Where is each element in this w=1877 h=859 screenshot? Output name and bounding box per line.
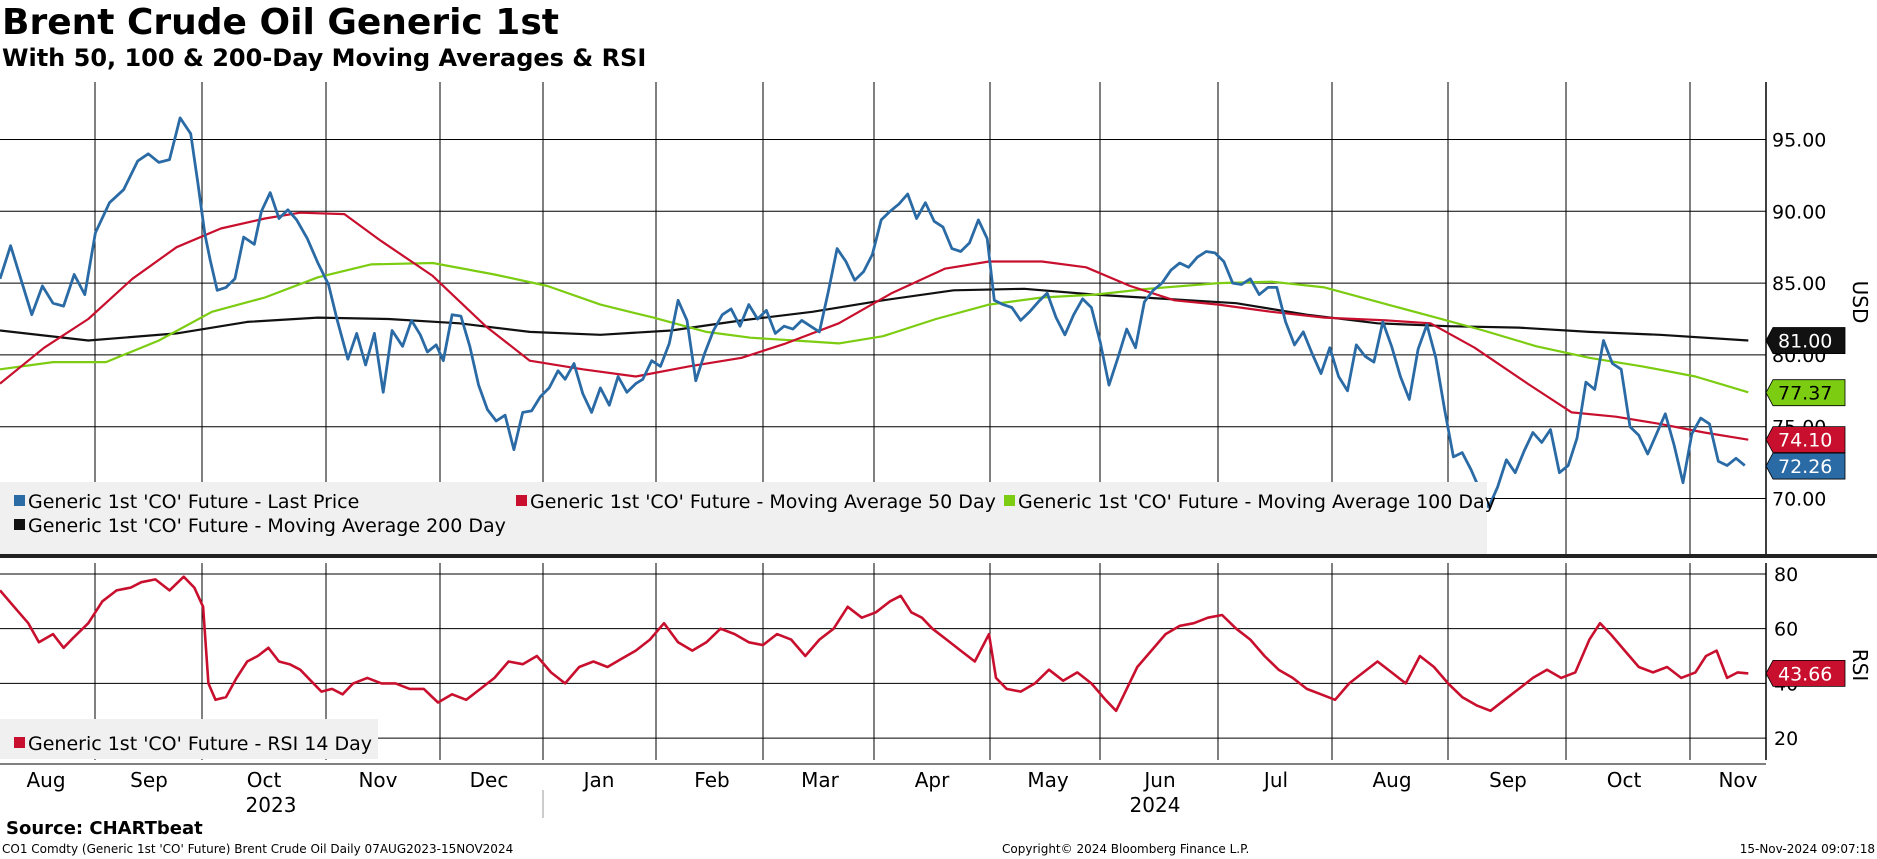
- ticker-line: CO1 Comdty (Generic 1st 'CO' Future) Bre…: [2, 842, 514, 856]
- chart-title: Brent Crude Oil Generic 1st: [2, 2, 559, 43]
- last-price-value-tag-shape: [1765, 452, 1846, 480]
- rsi-y-tick-label: 20: [1774, 728, 1798, 750]
- legend-swatch: [1004, 495, 1015, 506]
- ma100-value-tag-shape: [1765, 379, 1846, 407]
- month-tick-label: Jun: [1142, 768, 1175, 792]
- month-tick-label: Sep: [1489, 768, 1527, 792]
- last-price-line: [0, 116, 1746, 509]
- month-tick-label: Aug: [1372, 768, 1411, 792]
- month-tick-label: Jan: [582, 768, 615, 792]
- ma200-value-tag: 81.00: [1765, 327, 1846, 354]
- month-tick-label: Feb: [694, 768, 729, 792]
- month-tick-label: Nov: [358, 768, 397, 792]
- series-group: [0, 116, 1749, 713]
- ma50-value-tag-text: 74.10: [1778, 430, 1832, 452]
- month-tick-label: Jul: [1262, 768, 1288, 792]
- month-tick-label: Oct: [1607, 768, 1642, 792]
- tick-labels: 70.0075.0080.0085.0090.0095.0020406080Au…: [26, 129, 1872, 817]
- month-tick-label: Sep: [130, 768, 168, 792]
- rsi-legend: Generic 1st 'CO' Future - RSI 14 Day: [0, 719, 378, 759]
- ma100-value-tag: 77.37: [1765, 379, 1846, 407]
- ma50-value-tag: 74.10: [1765, 426, 1846, 454]
- rsi-value-tag-shape: [1765, 659, 1846, 687]
- ma50-value-tag-shape: [1765, 426, 1846, 454]
- price-y-tick-label: 90.00: [1772, 201, 1826, 223]
- grid-lines: [0, 82, 1877, 818]
- copyright-notice: Copyright© 2024 Bloomberg Finance L.P.: [1002, 842, 1250, 856]
- last-price-value-tag-text: 72.26: [1778, 456, 1832, 478]
- last-price-value-tag: 72.26: [1765, 452, 1846, 480]
- legend-entry: Generic 1st 'CO' Future - Last Price: [28, 491, 359, 513]
- ma50-line: [0, 211, 1749, 441]
- legend-entry: Generic 1st 'CO' Future - Moving Average…: [530, 491, 996, 513]
- legend-entry: Generic 1st 'CO' Future - Moving Average…: [28, 515, 506, 537]
- price-y-tick-label: 70.00: [1772, 489, 1826, 511]
- ma200-value-tag-text: 81.00: [1778, 331, 1832, 353]
- month-tick-label: Dec: [470, 768, 509, 792]
- legend-swatch: [14, 737, 25, 748]
- month-tick-label: Mar: [801, 768, 840, 792]
- panel-separator: [0, 554, 1877, 558]
- rsi-value-tag-text: 43.66: [1778, 663, 1832, 685]
- rsi-axis-label: RSI: [1848, 649, 1872, 682]
- price-y-tick-label: 95.00: [1772, 129, 1826, 151]
- chart-subtitle: With 50, 100 & 200-Day Moving Averages &…: [2, 44, 647, 72]
- timestamp: 15-Nov-2024 09:07:18: [1739, 842, 1875, 856]
- rsi-legend-background: [0, 719, 378, 759]
- price-y-tick-label: 85.00: [1772, 273, 1826, 295]
- price-legend: Generic 1st 'CO' Future - Last Price Gene…: [0, 482, 1496, 554]
- legend-swatch: [14, 495, 25, 506]
- rsi-line: [0, 575, 1749, 713]
- source-label: Source: CHARTbeat: [6, 818, 203, 839]
- ma200-value-tag-shape: [1765, 327, 1846, 354]
- month-tick-label: Nov: [1718, 768, 1757, 792]
- price-legend-background: [0, 482, 1487, 554]
- ma100-value-tag-text: 77.37: [1778, 383, 1832, 405]
- price-axis-label: USD: [1848, 281, 1872, 324]
- legend-entry: Generic 1st 'CO' Future - RSI 14 Day: [28, 733, 372, 755]
- month-tick-label: Apr: [915, 768, 950, 792]
- month-tick-label: May: [1027, 768, 1069, 792]
- month-tick-label: Aug: [26, 768, 65, 792]
- legend-swatch: [14, 519, 25, 530]
- legend-entry: Generic 1st 'CO' Future - Moving Average…: [1018, 491, 1496, 513]
- ma100-line: [0, 261, 1749, 394]
- year-tick-label: 2024: [1130, 793, 1181, 817]
- rsi-value-tag: 43.66: [1765, 659, 1846, 687]
- legend-swatch: [516, 495, 527, 506]
- rsi-y-tick-label: 60: [1774, 619, 1798, 641]
- rsi-y-tick-label: 80: [1774, 564, 1798, 586]
- year-tick-label: 2023: [246, 793, 297, 817]
- month-tick-label: Oct: [247, 768, 282, 792]
- ma200-line: [0, 287, 1749, 342]
